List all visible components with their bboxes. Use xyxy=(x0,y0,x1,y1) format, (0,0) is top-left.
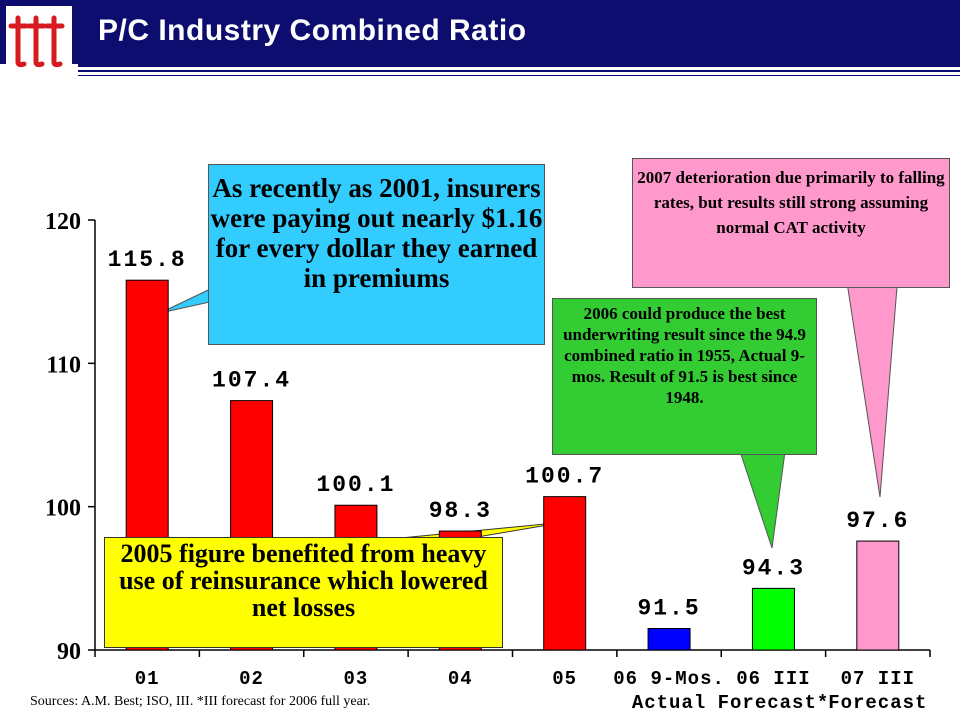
y-tick-label: 110 xyxy=(46,352,81,378)
page-title: P/C Industry Combined Ratio xyxy=(98,14,527,47)
bar xyxy=(543,496,587,651)
header-rule-2 xyxy=(78,70,960,72)
x-category-label: 03 xyxy=(344,668,369,690)
y-tick-label: 90 xyxy=(57,639,81,665)
bar-value-label: 115.8 xyxy=(108,247,187,273)
bar-value-label: 94.3 xyxy=(742,555,805,581)
callout-2006: 2006 could produce the best underwriting… xyxy=(552,298,817,455)
iii-logo xyxy=(6,6,72,72)
bar xyxy=(751,587,795,651)
bar xyxy=(647,628,691,651)
header-rule-1 xyxy=(78,64,960,67)
x-category-label: Forecast xyxy=(828,692,927,714)
bar-value-label: 100.7 xyxy=(525,464,604,490)
x-category-label: Actual xyxy=(632,692,706,714)
callout-2001: As recently as 2001, insurers were payin… xyxy=(208,164,545,345)
x-category-label: 06 III xyxy=(736,668,810,690)
callout-2005: 2005 figure benefited from heavy use of … xyxy=(104,537,503,648)
x-category-label: 06 9-Mos. xyxy=(613,668,725,690)
bar xyxy=(856,540,900,651)
y-tick-label: 100 xyxy=(45,496,81,522)
x-category-label: 04 xyxy=(448,668,473,690)
header-rule-3 xyxy=(78,75,960,76)
source-note: Sources: A.M. Best; ISO, III. *III forec… xyxy=(30,694,371,709)
header-bar xyxy=(0,0,960,64)
bar-value-label: 98.3 xyxy=(429,498,492,524)
x-category-label: Forecast* xyxy=(718,692,830,714)
callout-2007: 2007 deterioration due primarily to fall… xyxy=(632,158,950,288)
x-category-label: 07 III xyxy=(841,668,915,690)
bar-value-label: 107.4 xyxy=(212,368,291,394)
bar-value-label: 97.6 xyxy=(846,508,909,534)
y-tick-label: 120 xyxy=(45,209,81,235)
x-category-label: 05 xyxy=(552,668,577,690)
bar-value-label: 91.5 xyxy=(637,596,700,622)
x-category-label: 02 xyxy=(239,668,264,690)
bar-value-label: 100.1 xyxy=(316,472,395,498)
x-category-label: 01 xyxy=(135,668,160,690)
